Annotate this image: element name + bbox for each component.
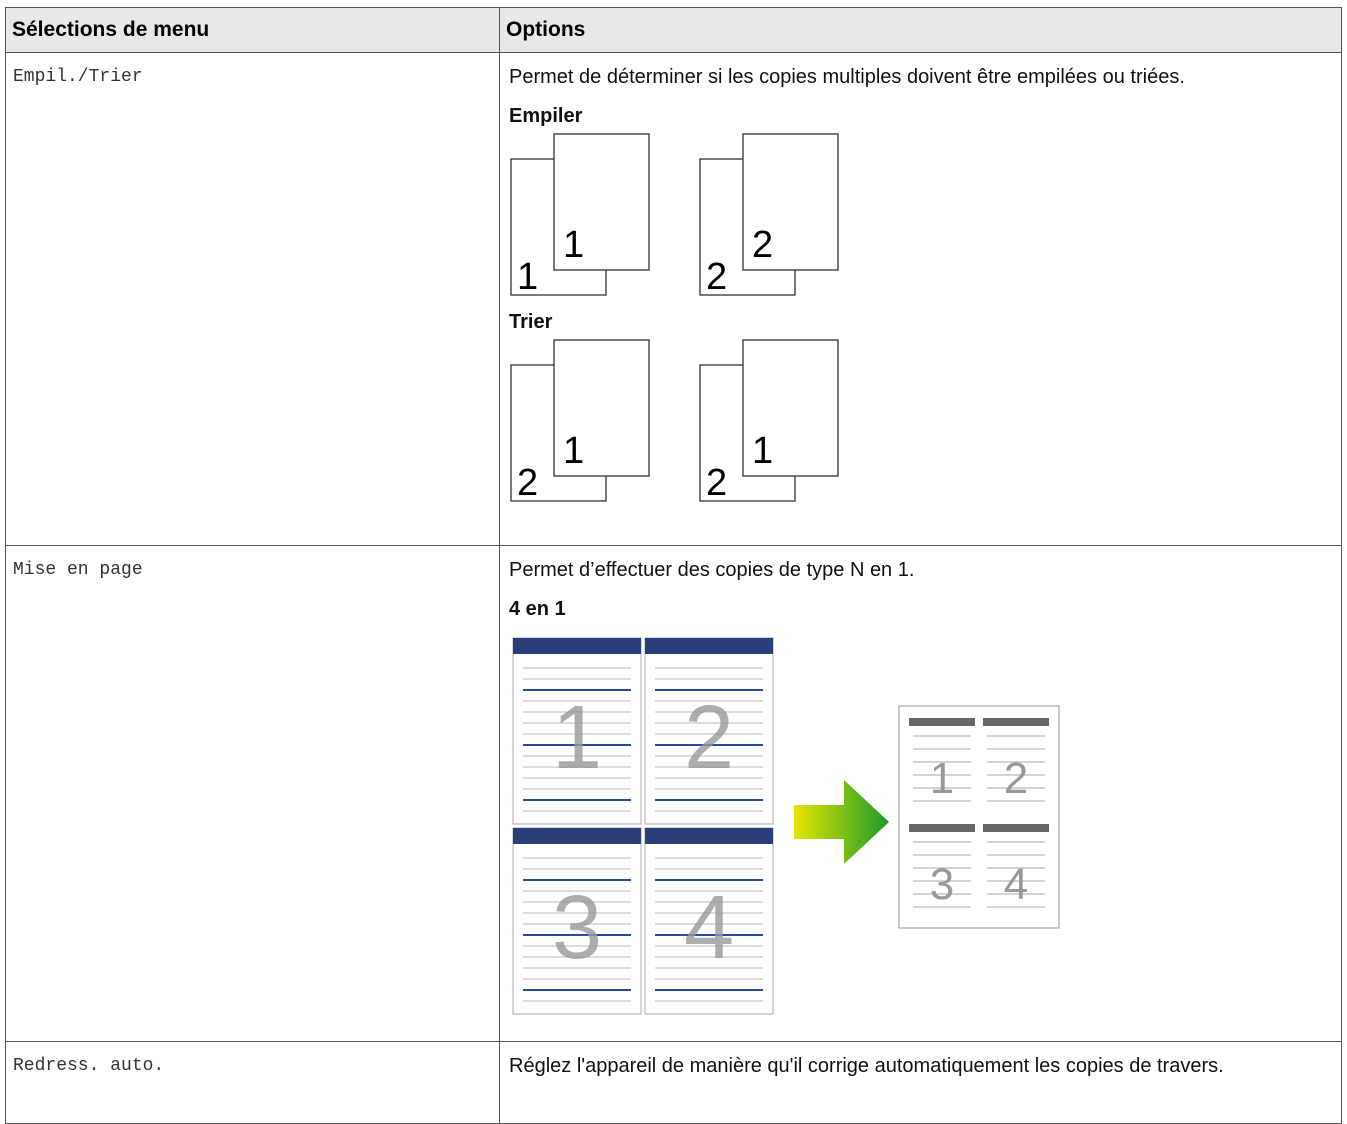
thumb-page [512,827,642,1015]
thumb-number: 4 [684,878,734,978]
figure-label: Empiler [509,105,583,127]
front-page [742,339,839,477]
thumb-header [645,638,773,654]
small-number: 2 [1004,754,1028,803]
result-page [898,705,1060,929]
description: Réglez l'appareil de manière qu'il corri… [509,1055,1224,1077]
menu-cell: Empil./Trier [5,52,500,546]
thumb-header [513,828,641,844]
page-number: 1 [752,430,773,472]
thumb-header [645,828,773,844]
description: Permet de déterminer si les copies multi… [509,66,1185,88]
page-number: 2 [517,462,538,504]
option-cell: Permet de déterminer si les copies multi… [499,52,1342,546]
page-number: 1 [563,430,584,472]
thumb-number: 2 [684,688,734,788]
arrow [794,780,889,864]
thumb-page [644,637,774,825]
front-page [553,339,650,477]
page-number: 2 [752,224,773,266]
thumb-header [513,638,641,654]
small-number: 1 [930,754,954,803]
options-table: Sélections de menu Options Empil./Trier … [5,7,1342,1124]
stack-figure: 11 22 [510,133,839,298]
small-header [983,824,1049,832]
menu-cell: Mise en page [5,545,500,1042]
thumb-page [644,827,774,1015]
header-cell: Options [499,7,1342,53]
small-header [983,718,1049,726]
small-number: 3 [930,860,954,909]
n-in-1-figure: 1 12 23 34 4 [512,637,1060,1015]
small-header [909,718,975,726]
thumb-page [512,637,642,825]
front-page [742,133,839,271]
figure-label: Trier [509,311,553,333]
thumb-number: 1 [552,688,602,788]
option-cell: Permet d’effectuer des copies de type N … [499,545,1342,1042]
small-header [909,824,975,832]
front-page [553,133,650,271]
small-number: 4 [1004,860,1028,909]
description: Permet d’effectuer des copies de type N … [509,559,915,581]
option-cell: Réglez l'appareil de manière qu'il corri… [499,1041,1342,1124]
page-number: 2 [706,256,727,298]
figure-label: 4 en 1 [509,598,566,620]
menu-cell: Redress. auto. [5,1041,500,1124]
thumb-number: 3 [552,878,602,978]
page-number: 1 [517,256,538,298]
page-number: 1 [563,224,584,266]
header-cell: Sélections de menu [5,7,500,53]
page-number: 2 [706,462,727,504]
